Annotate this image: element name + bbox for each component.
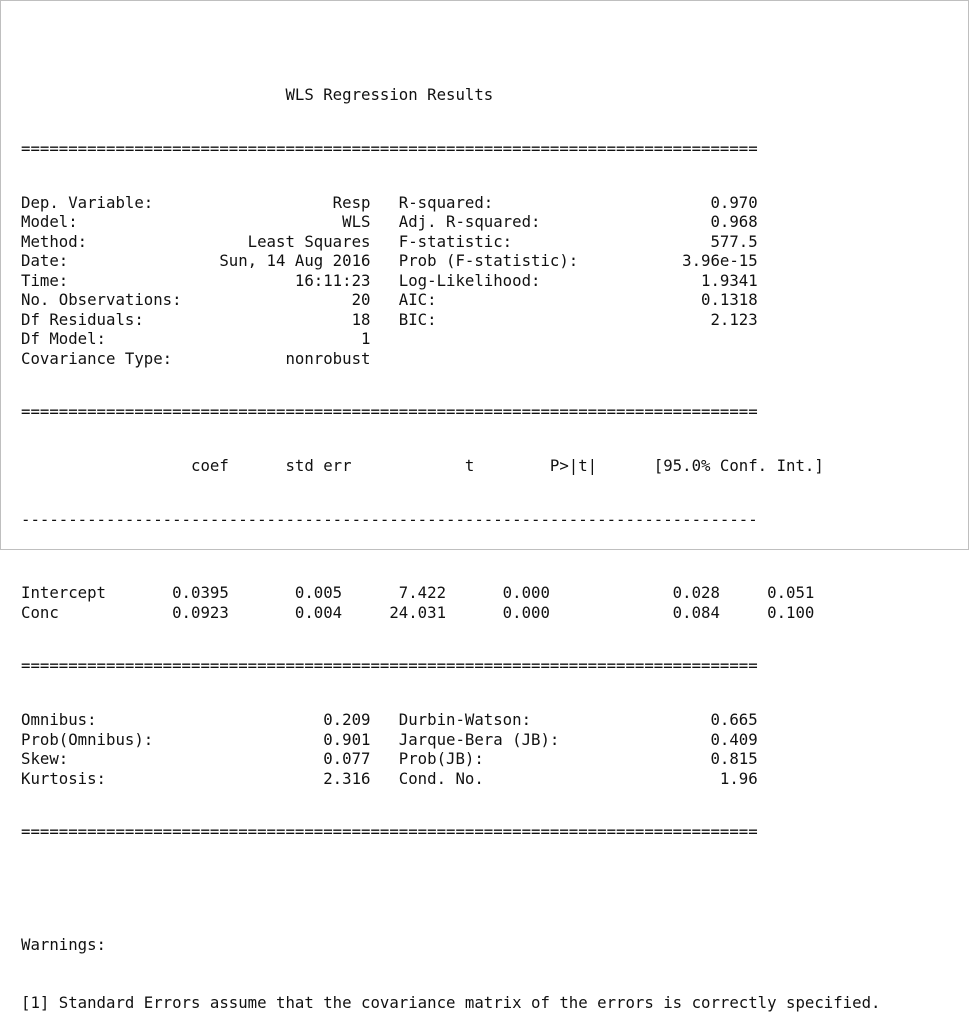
coef-table-row: Intercept 0.0395 0.005 7.422 0.000 0.028… — [21, 583, 815, 602]
double-rule: ========================================… — [21, 661, 758, 671]
summary-row: No. Observations: 20 AIC: 0.1318 — [21, 290, 758, 309]
summary-row: Covariance Type: nonrobust — [21, 348, 399, 368]
double-rule: ========================================… — [21, 827, 758, 837]
summary-row: Date: Sun, 14 Aug 2016 Prob (F-statistic… — [21, 251, 758, 270]
warnings-heading: Warnings: — [21, 934, 107, 954]
report-title: WLS Regression Results — [21, 85, 494, 104]
warnings-list: [1] Standard Errors assume that the cova… — [21, 993, 880, 1013]
summary-row: Dep. Variable: Resp R-squared: 0.970 — [21, 192, 758, 212]
summary-section: Dep. Variable: Resp R-squared: 0.970 Mode… — [21, 193, 880, 369]
double-rule: ========================================… — [21, 407, 758, 417]
diagnostics-row: Kurtosis: 2.316 Cond. No. 1.96 — [21, 768, 758, 788]
diagnostics-row: Omnibus: 0.209 Durbin-Watson: 0.665 — [21, 710, 758, 729]
summary-row: Df Residuals: 18 BIC: 2.123 — [21, 309, 758, 329]
coef-table-spacer — [21, 564, 880, 584]
double-rule: ========================================… — [21, 143, 758, 154]
coef-table-header: coef std err t P>|t| [95.0% Conf. Int.] — [21, 456, 824, 475]
summary-row: Df Model: 1 — [21, 329, 399, 348]
summary-row: Time: 16:11:23 Log-Likelihood: 1.9341 — [21, 270, 758, 290]
diagnostics-section: Omnibus: 0.209 Durbin-Watson: 0.665 Prob(… — [21, 710, 880, 788]
diagnostics-row: Skew: 0.077 Prob(JB): 0.815 — [21, 749, 758, 768]
summary-row: Model: WLS Adj. R-squared: 0.968 — [21, 212, 758, 231]
warning-line: [1] Standard Errors assume that the cova… — [21, 993, 881, 1012]
summary-row: Method: Least Squares F-statistic: 577.5 — [21, 231, 758, 251]
coef-table-row: Conc 0.0923 0.004 24.031 0.000 0.084 0.1… — [21, 602, 815, 622]
coef-table: Intercept 0.0395 0.005 7.422 0.000 0.028… — [21, 564, 880, 623]
dashed-rule: ----------------------------------------… — [21, 514, 758, 525]
regression-report: WLS Regression Results =================… — [21, 46, 880, 1032]
blank-line — [21, 876, 880, 896]
diagnostics-row: Prob(Omnibus): 0.901 Jarque-Bera (JB): 0… — [21, 729, 758, 749]
